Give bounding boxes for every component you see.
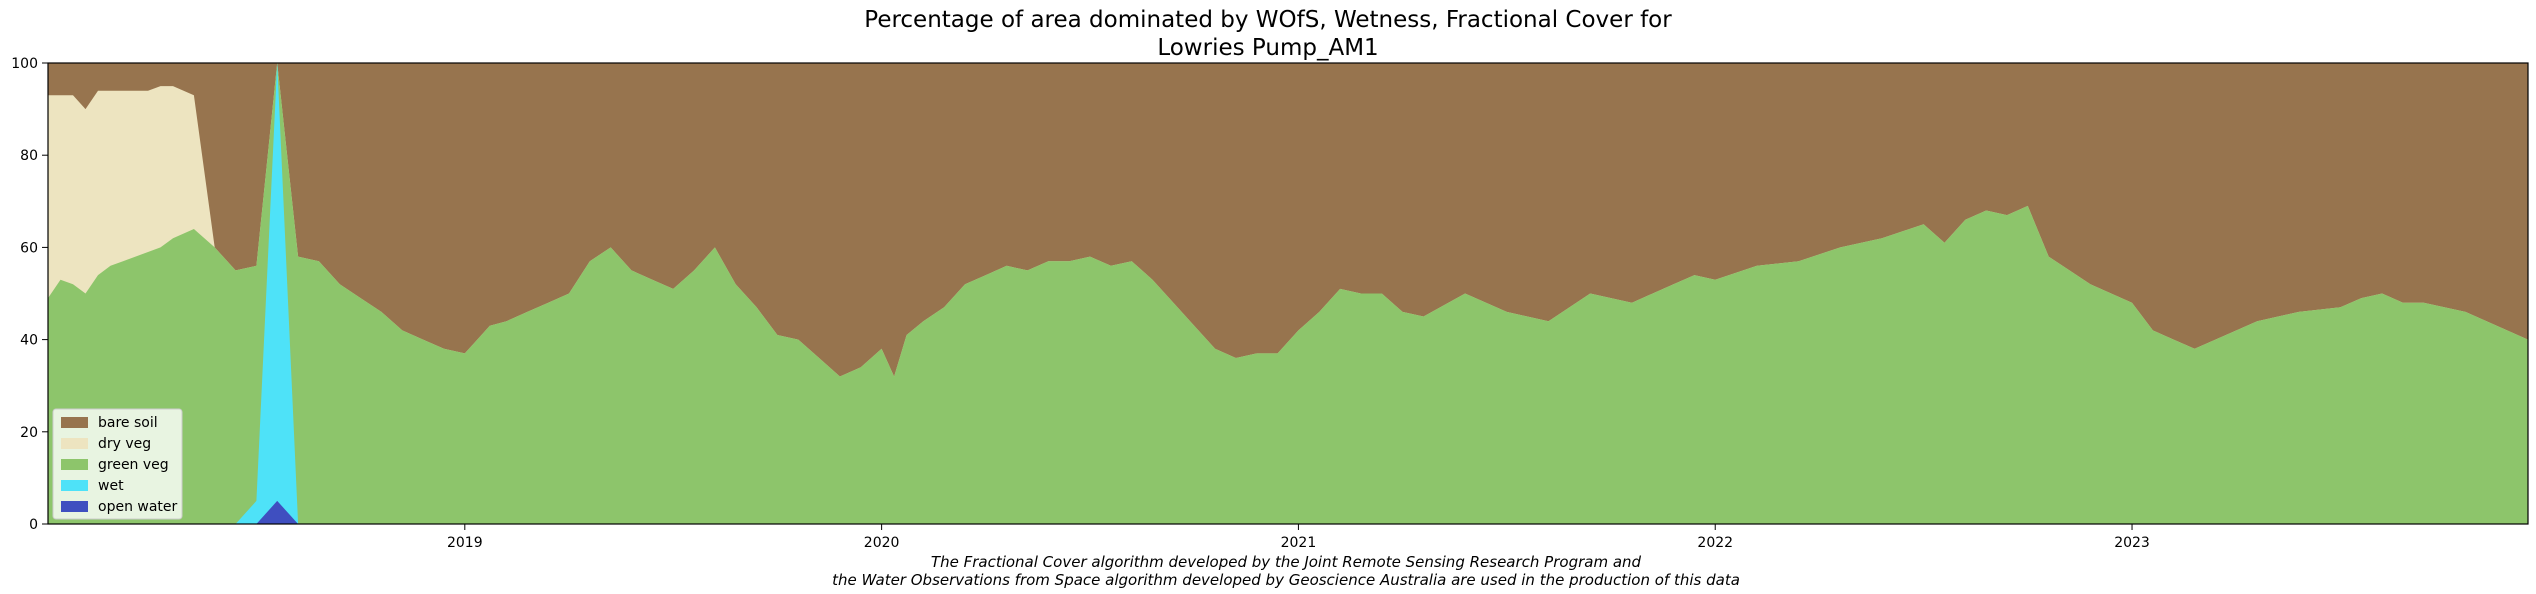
x-tick: 2019 xyxy=(447,524,483,551)
footnote-line-2: the Water Observations from Space algori… xyxy=(832,571,1740,589)
area-layers xyxy=(48,63,2528,524)
chart-title-line-2: Lowries Pump_AM1 xyxy=(1157,35,1379,61)
y-tick: 100 xyxy=(11,56,48,72)
x-tick: 2021 xyxy=(1281,524,1317,551)
legend-item: wet xyxy=(61,478,124,494)
footnote-line-1: The Fractional Cover algorithm developed… xyxy=(930,553,1642,571)
legend-item: dry veg xyxy=(61,436,151,452)
legend-label: open water xyxy=(98,499,178,515)
y-tick-label: 100 xyxy=(11,56,38,72)
legend-label: bare soil xyxy=(98,415,158,431)
legend-swatch xyxy=(61,480,88,491)
y-axis: 0 20 40 60 80 100 xyxy=(11,56,48,533)
plot-frame xyxy=(47,62,2529,525)
legend-swatch xyxy=(61,417,88,428)
legend-swatch xyxy=(61,438,88,449)
legend-item: bare soil xyxy=(61,415,158,431)
x-tick: 2023 xyxy=(2114,524,2150,551)
y-tick-label: 20 xyxy=(20,425,38,441)
legend-item: green veg xyxy=(61,457,169,473)
y-tick-label: 80 xyxy=(20,148,38,164)
x-tick-label: 2020 xyxy=(864,535,900,551)
legend-item: open water xyxy=(61,499,178,515)
x-tick-label: 2019 xyxy=(447,535,483,551)
legend-label: dry veg xyxy=(98,436,151,452)
chart-title-line-1: Percentage of area dominated by WOfS, We… xyxy=(864,7,1672,33)
y-tick: 20 xyxy=(20,425,48,441)
legend-label: green veg xyxy=(98,457,169,473)
y-tick: 80 xyxy=(20,148,48,164)
area-green-veg xyxy=(48,63,2528,524)
x-tick-label: 2023 xyxy=(2114,535,2150,551)
x-tick-label: 2022 xyxy=(1697,535,1733,551)
x-tick-label: 2021 xyxy=(1281,535,1317,551)
legend: bare soil dry veg green veg wet open water xyxy=(52,408,183,520)
legend-swatch xyxy=(61,459,88,470)
x-tick: 2020 xyxy=(864,524,900,551)
y-tick: 60 xyxy=(20,240,48,256)
y-tick-label: 60 xyxy=(20,240,38,256)
area-open-water xyxy=(48,500,2528,524)
y-tick: 40 xyxy=(20,333,48,349)
y-tick-label: 40 xyxy=(20,333,38,349)
legend-swatch xyxy=(61,501,88,512)
x-tick: 2022 xyxy=(1697,524,1733,551)
x-axis: 2019 2020 2021 2022 2023 xyxy=(447,524,2150,551)
y-tick: 0 xyxy=(29,517,48,533)
y-tick-label: 0 xyxy=(29,517,38,533)
area-wet xyxy=(48,63,2528,524)
legend-label: wet xyxy=(98,478,124,494)
legend-box xyxy=(52,408,183,520)
